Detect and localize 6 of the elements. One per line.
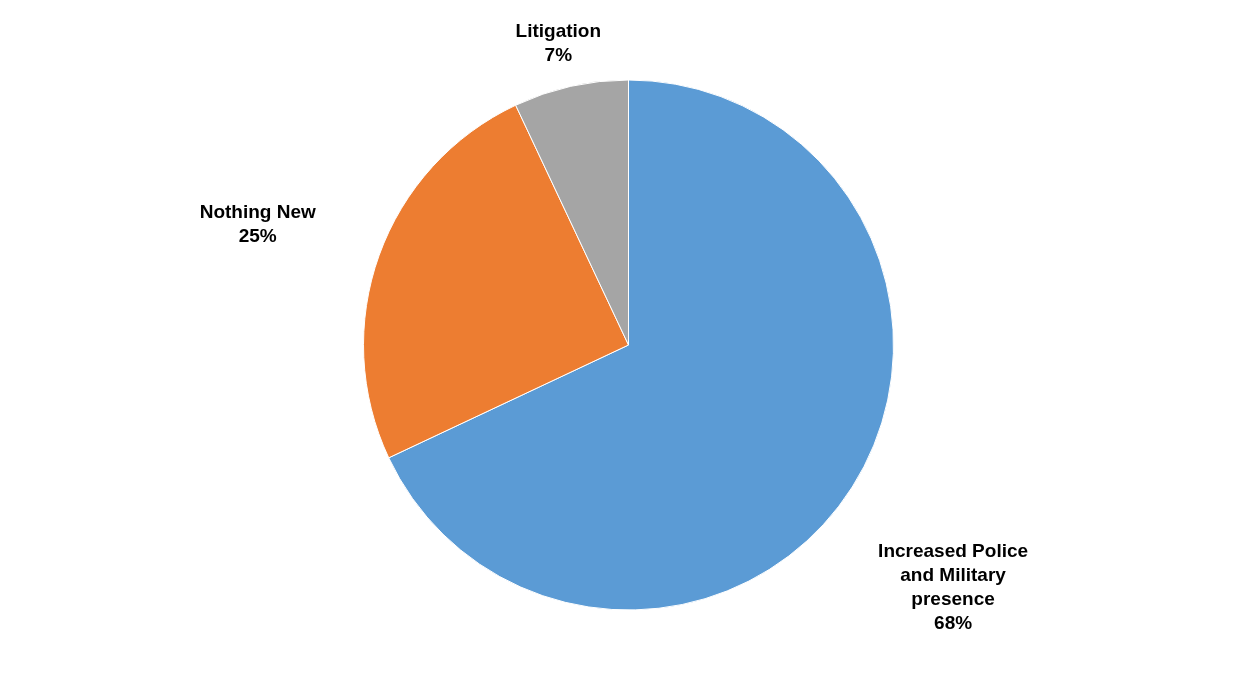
slice-label: Litigation <box>515 19 602 41</box>
data-label: 25% <box>238 224 277 246</box>
slice-label: Increased Police and Military presence <box>878 539 1029 609</box>
data-label: 7% <box>544 43 573 65</box>
data-label: 68% <box>934 611 973 633</box>
slice-label: Nothing New <box>199 200 316 222</box>
